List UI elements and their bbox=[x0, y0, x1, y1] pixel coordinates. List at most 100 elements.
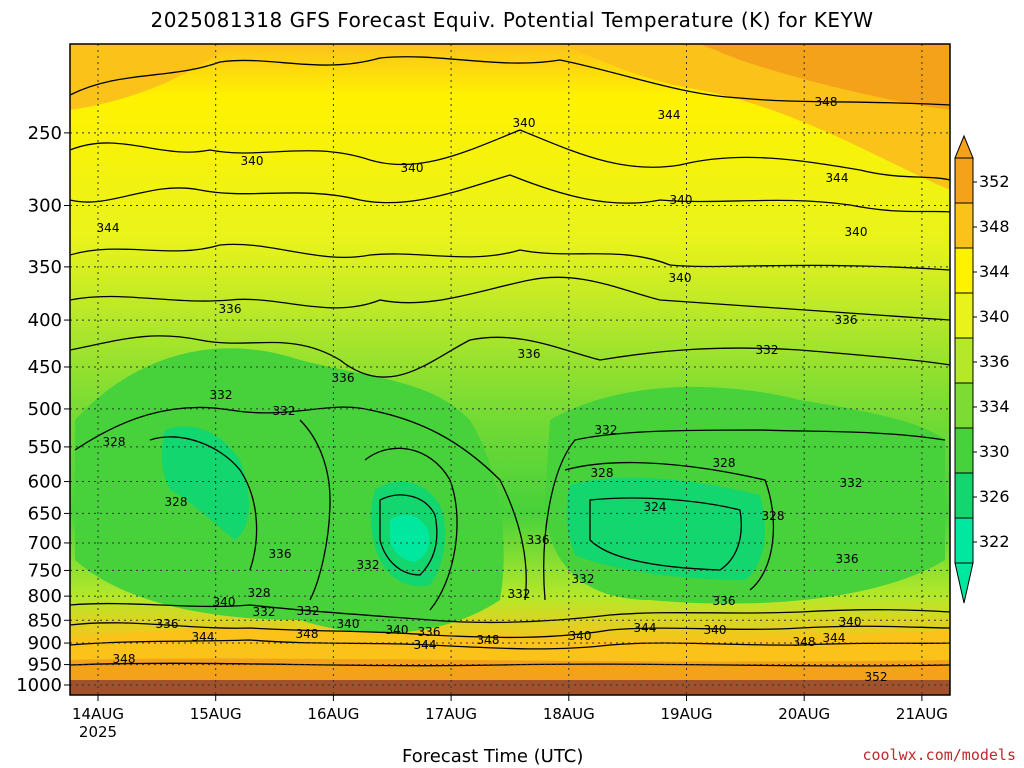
colorbar-swatch bbox=[954, 337, 974, 384]
y-tick-label: 900 bbox=[28, 633, 62, 654]
contour-label: 340 bbox=[569, 629, 592, 643]
contour-label: 336 bbox=[332, 371, 355, 385]
colorbar-label: 336 bbox=[979, 352, 1010, 371]
y-tick-label: 550 bbox=[28, 437, 62, 458]
colorbar-swatch bbox=[954, 382, 974, 429]
contour-label: 336 bbox=[219, 302, 242, 316]
contour-label: 348 bbox=[296, 627, 319, 641]
dotted-grid bbox=[70, 44, 950, 695]
y-tick-label: 650 bbox=[28, 503, 62, 524]
x-tick-label: 19AUG bbox=[661, 705, 713, 723]
contour-label: 328 bbox=[762, 509, 785, 523]
y-tick-label: 300 bbox=[28, 195, 62, 216]
colorbar-label: 326 bbox=[979, 487, 1010, 506]
colorbar-label: 340 bbox=[979, 307, 1010, 326]
x-tick-label: 16AUG bbox=[307, 705, 359, 723]
plot-frame bbox=[69, 43, 951, 696]
y-tick-label: 850 bbox=[28, 610, 62, 631]
contour-label: 332 bbox=[840, 476, 863, 490]
contour-label: 340 bbox=[213, 595, 236, 609]
contour-label: 332 bbox=[297, 604, 320, 618]
contour-label: 340 bbox=[337, 617, 360, 631]
contour-label: 332 bbox=[357, 558, 380, 572]
contour-label: 336 bbox=[156, 617, 179, 631]
contour-label: 336 bbox=[518, 347, 541, 361]
contour-label: 336 bbox=[418, 625, 441, 639]
y-axis: 2503003504004505005506006507007508008509… bbox=[16, 123, 70, 696]
colorbar-swatch bbox=[954, 472, 974, 519]
credit-text[interactable]: coolwx.com/models bbox=[862, 746, 1016, 764]
contour-label: 332 bbox=[210, 388, 233, 402]
contour-label: 344 bbox=[414, 638, 437, 652]
colorbar-swatch bbox=[954, 202, 974, 249]
chart-title: 2025081318 GFS Forecast Equiv. Potential… bbox=[150, 8, 874, 32]
contour-label: 344 bbox=[826, 171, 849, 185]
contour-lines bbox=[70, 56, 950, 667]
colorbar-bottom-arrow bbox=[954, 562, 974, 604]
x-tick-label: 2025 bbox=[79, 723, 117, 741]
colorbar-label: 322 bbox=[979, 532, 1010, 551]
colorbar-label: 348 bbox=[979, 217, 1010, 236]
colorbar-swatch bbox=[954, 157, 974, 204]
colorbar-swatch bbox=[954, 292, 974, 339]
contour-label: 336 bbox=[835, 313, 858, 327]
contour-label: 340 bbox=[704, 623, 727, 637]
contour-label: 336 bbox=[713, 594, 736, 608]
colorbar: 352 348 344 340 336 334 330 326 322 bbox=[954, 134, 1010, 604]
contour-label: 332 bbox=[572, 572, 595, 586]
colorbar-swatch bbox=[954, 517, 974, 564]
contour-label: 340 bbox=[513, 116, 536, 130]
x-tick-label: 18AUG bbox=[543, 705, 595, 723]
x-tick-label: 21AUG bbox=[896, 705, 948, 723]
contour-labels: 348 344 340 340 340 344 340 344 340 340 336 336 332 3… bbox=[97, 95, 888, 684]
dry-core-2-inner bbox=[390, 514, 430, 562]
x-tick-label: 14AUG bbox=[72, 705, 124, 723]
contour-label: 340 bbox=[241, 154, 264, 168]
contour-label: 332 bbox=[756, 343, 779, 357]
contour-label: 344 bbox=[192, 630, 215, 644]
y-tick-label: 750 bbox=[28, 560, 62, 581]
colorbar-top-arrow bbox=[954, 134, 974, 159]
contour-label: 328 bbox=[165, 495, 188, 509]
colorbar-swatch bbox=[954, 247, 974, 294]
contour-label: 352 bbox=[865, 670, 888, 684]
below-ground-mask bbox=[70, 680, 950, 695]
contour-label: 332 bbox=[253, 605, 276, 619]
contour-label: 348 bbox=[477, 633, 500, 647]
colorbar-label: 330 bbox=[979, 442, 1010, 461]
y-tick-label: 450 bbox=[28, 357, 62, 378]
x-tick-label: 17AUG bbox=[425, 705, 477, 723]
contour-label: 332 bbox=[595, 423, 618, 437]
contour-label: 324 bbox=[644, 500, 667, 514]
y-tick-label: 1000 bbox=[16, 675, 62, 696]
contour-label: 340 bbox=[386, 623, 409, 637]
x-axis-title: Forecast Time (UTC) bbox=[402, 746, 584, 767]
colorbar-label: 352 bbox=[979, 172, 1010, 191]
y-tick-label: 700 bbox=[28, 533, 62, 554]
contour-label: 348 bbox=[793, 635, 816, 649]
y-tick-label: 400 bbox=[28, 310, 62, 331]
contour-label: 328 bbox=[591, 466, 614, 480]
dry-core-1 bbox=[161, 426, 250, 540]
colorbar-label: 334 bbox=[979, 397, 1010, 416]
contour-label: 340 bbox=[839, 615, 862, 629]
y-tick-label: 800 bbox=[28, 586, 62, 607]
contour-label: 328 bbox=[248, 586, 271, 600]
contour-label: 340 bbox=[670, 193, 693, 207]
contour-label: 348 bbox=[815, 95, 838, 109]
contour-label: 340 bbox=[401, 161, 424, 175]
y-tick-label: 350 bbox=[28, 257, 62, 278]
y-tick-label: 500 bbox=[28, 399, 62, 420]
x-tick-label: 20AUG bbox=[778, 705, 830, 723]
contour-label: 336 bbox=[269, 547, 292, 561]
dry-core-3 bbox=[566, 477, 765, 580]
y-tick-label: 250 bbox=[28, 123, 62, 144]
upper-right-hot-region bbox=[700, 44, 950, 110]
contour-label: 344 bbox=[97, 221, 120, 235]
colorbar-swatch bbox=[954, 427, 974, 474]
contour-label: 340 bbox=[669, 271, 692, 285]
contour-label: 344 bbox=[658, 108, 681, 122]
contour-label: 344 bbox=[823, 631, 846, 645]
contour-label: 332 bbox=[508, 587, 531, 601]
